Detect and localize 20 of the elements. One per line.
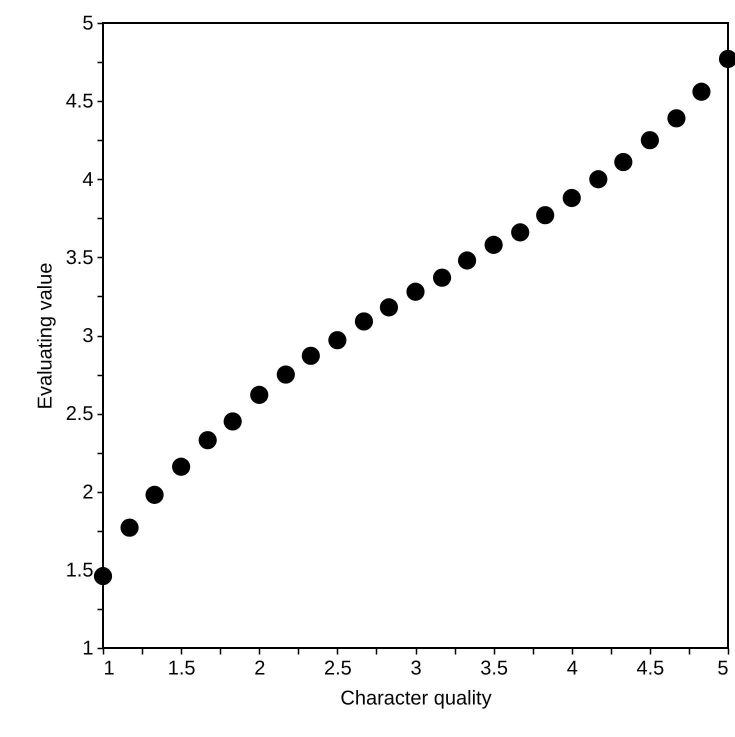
x-tick-label: 1 [104, 658, 115, 680]
x-tick-label: 4 [566, 658, 578, 680]
x-tick-label: 2 [254, 658, 266, 680]
x-tick-label: 2.5 [324, 658, 352, 680]
y-tick-label: 1 [82, 638, 94, 660]
y-tick-label: 3.5 [66, 246, 94, 269]
y-tick-label: 1.5 [66, 559, 94, 582]
x-tick-label: 3 [410, 658, 422, 680]
x-tick-label: 5 [717, 658, 728, 680]
y-tick-label: 4.5 [66, 90, 94, 113]
y-axis-title: Evaluating value [34, 262, 57, 410]
y-tick-label: 2 [82, 481, 94, 504]
x-tick-label: 4.5 [636, 658, 664, 680]
x-tick-label: 1.5 [168, 658, 196, 680]
y-tick-label: 4 [82, 168, 94, 191]
y-tick-label: 5 [82, 12, 94, 34]
y-tick-label: 3 [82, 325, 94, 347]
x-axis-title: Character quality [340, 688, 492, 710]
x-tick-label: 3.5 [480, 658, 508, 680]
y-tick-label: 2.5 [66, 403, 94, 426]
